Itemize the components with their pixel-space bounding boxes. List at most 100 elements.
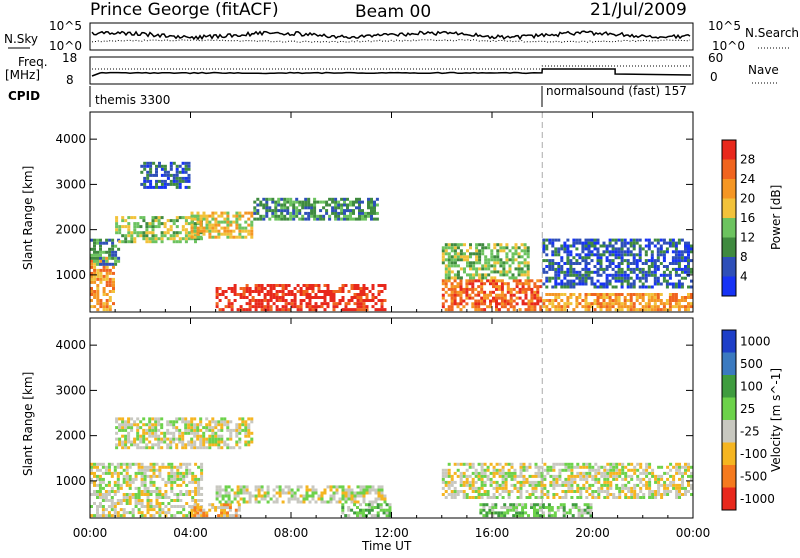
echo-cell-2 xyxy=(223,506,226,509)
echo-cell-7 xyxy=(527,308,531,312)
echo-cell-1 xyxy=(178,431,182,435)
echo-cell-5 xyxy=(227,302,231,306)
echo-cell-6 xyxy=(307,197,311,201)
echo-cell-5 xyxy=(353,284,357,287)
echo-cell-4 xyxy=(193,235,197,239)
echo-cell-5 xyxy=(281,296,285,299)
echo-cell-5 xyxy=(474,486,478,490)
echo-cell-6 xyxy=(361,200,364,204)
echo-cell-7 xyxy=(492,279,495,283)
echo-cell-5 xyxy=(486,465,490,469)
echo-cell-0 xyxy=(101,462,105,466)
echo-cell-0 xyxy=(185,490,189,493)
echo-cell-5 xyxy=(654,490,658,493)
echo-cell-7 xyxy=(441,279,445,283)
echo-cell-5 xyxy=(687,483,690,487)
echo-cell-3 xyxy=(326,500,330,504)
echo-cell-5 xyxy=(558,471,562,475)
echo-cell-0 xyxy=(90,265,93,269)
echo-cell-8 xyxy=(472,261,476,265)
echo-cell-5 xyxy=(555,483,559,487)
echo-cell-0 xyxy=(170,474,174,478)
echo-cell-2 xyxy=(214,506,218,509)
echo-cell-1 xyxy=(190,428,194,432)
echo-cell-10 xyxy=(548,238,552,242)
echo-cell-5 xyxy=(660,493,664,496)
echo-cell-2 xyxy=(228,508,232,512)
echo-cell-1 xyxy=(181,446,185,450)
echo-cell-3 xyxy=(287,500,291,504)
echo-cell-7 xyxy=(477,305,481,309)
echo-cell-5 xyxy=(456,474,460,478)
echo-cell-1 xyxy=(238,426,242,430)
echo-cell-0 xyxy=(167,477,171,481)
echo-cell-5 xyxy=(657,465,661,469)
echo-cell-10 xyxy=(659,282,663,286)
echo-cell-6 xyxy=(277,214,281,218)
echo-cell-6 xyxy=(482,514,486,518)
echo-cell-10 xyxy=(545,270,549,274)
echo-cell-1 xyxy=(108,253,112,257)
echo-cell-5 xyxy=(462,474,466,478)
echo-cell-0 xyxy=(110,499,114,502)
echo-cell-2 xyxy=(121,225,125,229)
echo-cell-10 xyxy=(647,267,651,271)
echo-cell-10 xyxy=(605,279,609,283)
echo-cell-7 xyxy=(521,299,525,303)
echo-cell-1 xyxy=(136,417,140,421)
echo-cell-1 xyxy=(199,420,203,424)
echo-cell-1 xyxy=(148,423,152,427)
echo-cell-6 xyxy=(313,211,317,215)
echo-cell-5 xyxy=(356,293,360,296)
echo-cell-8 xyxy=(481,267,485,271)
echo-cell-3 xyxy=(218,488,222,492)
echo-cell-10 xyxy=(551,238,555,242)
echo-cell-0 xyxy=(110,496,114,499)
echo-cell-0 xyxy=(96,271,100,275)
echo-cell-5 xyxy=(501,471,505,475)
echo-cell-5 xyxy=(323,290,327,293)
echo-cell-6 xyxy=(364,214,367,218)
echo-cell-5 xyxy=(675,496,679,499)
echo-cell-5 xyxy=(642,468,646,472)
echo-cell-3 xyxy=(155,170,158,174)
echo-cell-0 xyxy=(179,490,183,493)
echo-cell-5 xyxy=(672,477,676,481)
echo-cell-10 xyxy=(641,282,645,286)
echo-cell-6 xyxy=(292,203,296,207)
echo-cell-0 xyxy=(128,499,132,502)
echo-cell-1 xyxy=(220,446,224,450)
echo-cell-5 xyxy=(672,486,676,490)
echo-cell-9 xyxy=(554,293,558,296)
echo-cell-5 xyxy=(362,284,366,287)
echo-cell-9 xyxy=(620,302,624,306)
echo-cell-5 xyxy=(690,465,693,469)
echo-cell-0 xyxy=(90,514,93,518)
echo-cell-0 xyxy=(149,483,153,487)
echo-cell-8 xyxy=(499,264,503,268)
echo-cell-2 xyxy=(202,508,206,512)
echo-cell-10 xyxy=(557,253,561,257)
echo-cell-10 xyxy=(656,247,660,251)
echo-cell-5 xyxy=(681,471,684,475)
echo-cell-10 xyxy=(569,253,573,257)
echo-cell-6 xyxy=(482,506,486,509)
echo-cell-5 xyxy=(483,490,487,493)
echo-cell-0 xyxy=(182,474,186,478)
echo-cell-7 xyxy=(509,305,513,309)
echo-cell-0 xyxy=(107,465,111,469)
echo-cell-3 xyxy=(299,485,303,489)
echo-cell-5 xyxy=(362,287,366,290)
echo-cell-5 xyxy=(456,490,460,493)
echo-cell-10 xyxy=(635,265,639,268)
echo-cell-0 xyxy=(93,502,96,505)
echo-cell-5 xyxy=(504,471,508,475)
echo-cell-5 xyxy=(290,290,294,293)
beam-title: Beam 00 xyxy=(355,2,431,22)
echo-cell-3 xyxy=(380,494,384,498)
echo-cell-0 xyxy=(125,465,129,469)
echo-cell-4 xyxy=(235,220,239,224)
echo-cell-9 xyxy=(677,302,681,306)
echo-cell-2 xyxy=(148,231,152,235)
